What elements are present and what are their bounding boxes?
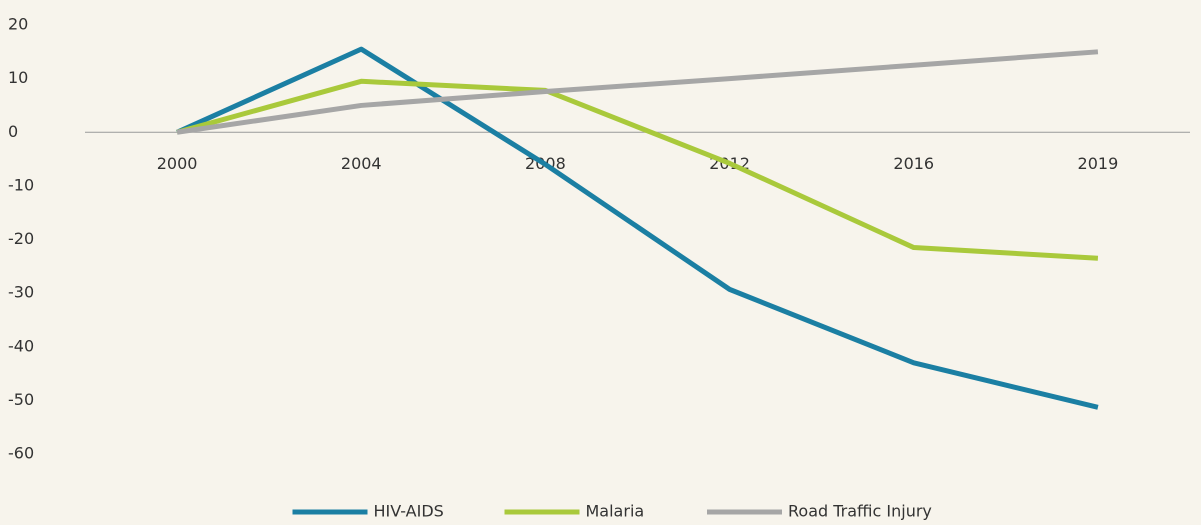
x-tick-label: 2019 — [1078, 154, 1119, 173]
y-tick-label: -10 — [8, 175, 34, 194]
series-line — [176, 49, 1099, 135]
y-tick-label: 20 — [8, 15, 28, 34]
series-line — [176, 46, 1099, 410]
legend-label: Road Traffic Injury — [788, 502, 932, 521]
legend-label: Malaria — [586, 502, 645, 521]
y-tick-label: -50 — [8, 390, 34, 409]
y-tick-label: -40 — [8, 336, 34, 355]
y-tick-label: -60 — [8, 444, 34, 463]
y-tick-label: -30 — [8, 283, 34, 302]
x-tick-label: 2004 — [341, 154, 382, 173]
y-tick-label: -20 — [8, 229, 34, 248]
y-tick-label: 10 — [8, 68, 28, 87]
x-tick-label: 2000 — [157, 154, 198, 173]
legend-label: HIV-AIDS — [374, 502, 444, 521]
series-line — [176, 78, 1099, 261]
x-tick-label: 2016 — [893, 154, 934, 173]
y-tick-label: 0 — [8, 122, 18, 141]
